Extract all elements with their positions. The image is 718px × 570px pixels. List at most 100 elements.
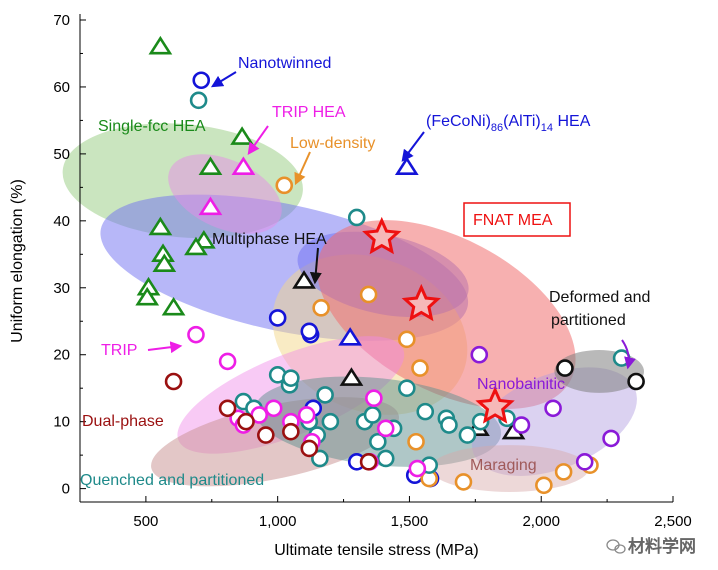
point--feconi-86-alti-14-hea <box>394 156 419 175</box>
point-quenched-and-partitioned <box>189 91 208 110</box>
label-nanotwinned: Nanotwinned <box>238 55 331 72</box>
point-low-density <box>535 476 553 495</box>
arrow-multiphase <box>309 247 322 285</box>
point-quenched-and-partitioned <box>398 379 416 397</box>
point-dual-phase <box>359 453 378 471</box>
label-trip-hea: TRIP HEA <box>272 104 346 121</box>
point-single-fcc-hea <box>148 35 173 55</box>
point-trip-hea <box>198 196 223 216</box>
point-quenched-and-partitioned <box>376 449 395 468</box>
label-multiphase: Multiphase HEA <box>212 231 327 248</box>
label-feconi-part: 14 <box>541 122 553 134</box>
label-dual-phase: Dual-phase <box>82 413 164 430</box>
label-feconi-part: (FeCoNi) <box>426 113 491 130</box>
axes <box>79 14 673 503</box>
y-tick-label: 20 <box>53 347 70 364</box>
point-deformed-and-partitioned <box>556 359 574 377</box>
wechat-icon <box>606 539 626 554</box>
point-nanobainitic <box>512 416 531 434</box>
point-trip <box>187 325 205 344</box>
point-dual-phase <box>257 426 275 444</box>
annotation-arrows <box>147 71 636 370</box>
point-nanobainitic <box>602 429 620 448</box>
x-axis-title: Ultimate tensile stress (MPa) <box>274 542 479 559</box>
point-nanobainitic <box>544 399 562 418</box>
data-points <box>135 35 645 495</box>
label-low-density: Low-density <box>290 135 375 152</box>
point-trip <box>365 389 383 408</box>
x-tick-label: 1,000 <box>259 513 297 530</box>
label-feconi-part: 86 <box>491 122 503 134</box>
point-single-fcc-hea <box>198 156 223 175</box>
point-trip <box>297 406 316 424</box>
label-feconi-part: (AlTi) <box>503 113 541 130</box>
point-dual-phase <box>300 439 319 458</box>
arrow-trip <box>147 341 183 354</box>
arrow-feconi <box>401 131 425 162</box>
region-5 <box>317 220 576 409</box>
point-dual-phase <box>164 372 183 391</box>
fnat-label-box <box>463 202 571 237</box>
point-trip <box>264 399 283 418</box>
label-nanobainitic: Nanobainitic <box>477 376 565 393</box>
point-low-density <box>398 330 416 349</box>
point-quenched-and-partitioned <box>369 432 387 451</box>
x-tick-label: 2,000 <box>522 513 560 530</box>
label-deformed2: partitioned <box>551 312 626 329</box>
y-tick-label: 50 <box>53 146 70 163</box>
label-feconi: (FeCoNi)86(AlTi)14 HEA <box>426 113 591 134</box>
point-quenched-and-partitioned <box>363 406 382 424</box>
region-9 <box>471 367 637 476</box>
region-ellipses <box>62 123 645 492</box>
arrow-deformed <box>621 339 636 370</box>
point-quenched-and-partitioned <box>440 416 458 434</box>
y-tick-label: 60 <box>53 79 70 96</box>
arrow-nanotwinned <box>210 71 237 88</box>
point-dual-phase <box>218 399 237 418</box>
axis-ticks: 0 10 20 30 40 50 60 70 500 1,000 1,500 2,000 2,500 Ul… <box>9 12 692 559</box>
point-low-density <box>312 299 330 317</box>
point-low-density <box>407 432 425 451</box>
point-single-fcc-hea <box>161 296 186 316</box>
point-quenched-and-partitioned <box>311 449 329 468</box>
point-deformed-and-partitioned <box>627 372 645 391</box>
label-deformed1: Deformed and <box>549 289 650 306</box>
label-feconi-part: HEA <box>553 113 591 130</box>
point-single-fcc-hea <box>135 286 160 306</box>
x-tick-label: 1,500 <box>391 513 429 530</box>
label-trip: TRIP <box>101 342 137 359</box>
x-tick-label: 500 <box>133 513 158 530</box>
label-maraging: Maraging <box>470 457 537 474</box>
label-fnat: FNAT MEA <box>473 212 553 229</box>
y-tick-label: 40 <box>53 213 70 230</box>
y-tick-label: 30 <box>53 280 70 297</box>
label-quenched: Quenched and partitioned <box>80 472 264 489</box>
x-tick-label: 2,500 <box>654 513 692 530</box>
point-fnat-mea <box>401 283 441 322</box>
point-quenched-and-partitioned <box>347 208 366 227</box>
point-dual-phase <box>282 422 300 441</box>
point--feconi-86-alti-14-hea <box>338 327 363 346</box>
point-low-density <box>275 176 294 195</box>
point-quenched-and-partitioned <box>416 402 435 421</box>
point-quenched-and-partitioned <box>458 426 477 444</box>
point-nanotwinned <box>192 71 211 90</box>
point-low-density <box>359 285 378 304</box>
y-tick-label: 10 <box>53 414 70 431</box>
point-nanobainitic <box>470 345 489 364</box>
point-multiphase-hea <box>339 367 364 386</box>
arrow-trip-hea <box>247 125 269 155</box>
watermark: 材料学网 <box>606 536 696 556</box>
wechat-bubble-small <box>614 544 626 554</box>
point-low-density <box>454 473 473 491</box>
point-single-fcc-hea <box>184 236 208 256</box>
point-quenched-and-partitioned <box>612 349 631 367</box>
y-tick-label: 70 <box>53 12 70 29</box>
point-single-fcc-hea <box>230 126 254 145</box>
point-dual-phase <box>237 412 255 431</box>
y-tick-label: 0 <box>62 481 70 498</box>
point-low-density <box>411 359 429 377</box>
point-nanobainitic <box>575 453 594 471</box>
annotation-labels: Nanotwinned Single-fcc HEA TRIP HEA Low-den… <box>80 55 650 489</box>
point-low-density <box>554 463 573 481</box>
